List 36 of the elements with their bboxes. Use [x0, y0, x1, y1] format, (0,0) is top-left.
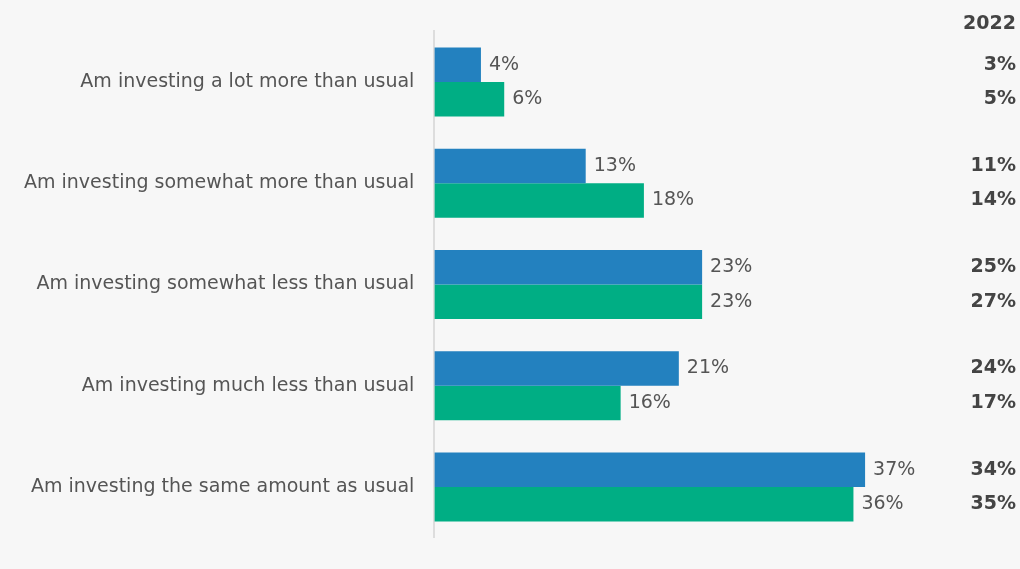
data-label: 13% — [593, 152, 636, 175]
text: 2022 — [963, 10, 1016, 33]
bar — [434, 284, 703, 319]
bar — [434, 385, 621, 421]
text: 14% — [970, 187, 1016, 210]
text: 35% — [970, 491, 1016, 514]
data-label: 23% — [710, 254, 753, 277]
bar — [434, 47, 481, 83]
data-label: 37% — [873, 456, 916, 479]
bar — [434, 183, 644, 218]
text: 27% — [970, 288, 1016, 311]
data-label: 4% — [488, 51, 520, 74]
bar — [434, 250, 703, 285]
y-tick-label: Am investing much less than usual — [81, 372, 415, 395]
data-label: 6% — [512, 86, 543, 109]
y-tick-label: Am investing somewhat more than usual — [23, 170, 415, 193]
data-label: 21% — [686, 355, 730, 378]
text: 3% — [983, 51, 1016, 74]
bar — [434, 82, 505, 117]
data-label: 16% — [628, 389, 671, 412]
bar — [434, 452, 866, 487]
bar — [434, 486, 854, 522]
data-label: 36% — [861, 491, 904, 514]
data-label: 18% — [651, 187, 695, 210]
text: 17% — [970, 389, 1016, 412]
bar — [434, 148, 586, 184]
text: 34% — [970, 456, 1016, 479]
text: 11% — [970, 152, 1016, 175]
y-tick-label: Am investing the same amount as usual — [30, 473, 415, 496]
text: 5% — [983, 86, 1016, 109]
bar — [434, 351, 679, 386]
data-label: 23% — [710, 288, 753, 311]
text: 25% — [970, 254, 1016, 277]
text: 24% — [970, 355, 1016, 378]
y-tick-label: Am investing somewhat less than usual — [36, 271, 415, 294]
y-tick-label: Am investing a lot more than usual — [80, 68, 415, 91]
